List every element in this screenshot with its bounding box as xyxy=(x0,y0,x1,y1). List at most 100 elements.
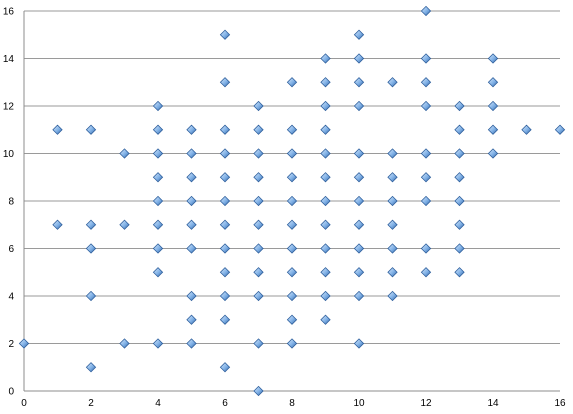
data-point xyxy=(219,77,231,88)
y-tick-label: 6 xyxy=(8,244,14,255)
data-point xyxy=(85,243,97,254)
y-tick-label: 4 xyxy=(8,292,14,303)
data-point xyxy=(320,243,331,254)
x-tick-label: 12 xyxy=(420,398,432,409)
data-point xyxy=(320,124,331,135)
y-tick-label: 16 xyxy=(3,7,15,18)
x-tick-label: 4 xyxy=(155,398,161,409)
x-tick-label: 8 xyxy=(289,398,295,409)
data-point xyxy=(152,124,164,135)
data-point xyxy=(320,314,331,325)
data-point xyxy=(52,124,63,135)
data-point xyxy=(286,219,298,230)
data-point xyxy=(152,100,164,112)
data-point xyxy=(219,362,231,373)
y-tick-label: 10 xyxy=(3,149,15,160)
data-point xyxy=(353,29,365,40)
data-point xyxy=(353,172,365,183)
data-point xyxy=(186,219,197,230)
data-point xyxy=(119,148,130,159)
data-point xyxy=(219,243,231,254)
data-point xyxy=(320,267,331,278)
data-point xyxy=(487,148,499,159)
data-point xyxy=(420,53,432,64)
data-point xyxy=(454,267,465,278)
data-point xyxy=(320,172,331,183)
data-point xyxy=(387,290,398,302)
data-point xyxy=(253,148,264,159)
data-point xyxy=(253,338,264,349)
data-point xyxy=(253,243,264,254)
data-point xyxy=(487,77,499,88)
data-point xyxy=(18,338,30,349)
data-point xyxy=(186,314,197,325)
data-point xyxy=(353,148,365,159)
data-point xyxy=(420,100,432,112)
data-point xyxy=(253,124,264,135)
data-point xyxy=(353,267,365,278)
data-point xyxy=(454,172,465,183)
data-point xyxy=(454,148,465,159)
data-point xyxy=(152,338,164,349)
data-point xyxy=(152,267,164,278)
data-point xyxy=(320,290,331,302)
data-point xyxy=(186,124,197,135)
data-point xyxy=(487,100,499,112)
data-point xyxy=(253,290,264,302)
data-point xyxy=(387,195,398,207)
y-tick-label: 12 xyxy=(3,102,15,113)
data-point xyxy=(286,338,298,349)
data-point xyxy=(420,195,432,207)
x-axis-tick-labels: 0 2 4 6 8 10 12 14 16 xyxy=(21,398,566,409)
data-point xyxy=(353,338,365,349)
data-point xyxy=(420,243,432,254)
data-point xyxy=(387,172,398,183)
data-point xyxy=(152,172,164,183)
data-point xyxy=(420,5,432,17)
data-point xyxy=(454,219,465,230)
data-point xyxy=(454,100,465,112)
data-point xyxy=(320,148,331,159)
data-point xyxy=(219,219,231,230)
y-tick-label: 8 xyxy=(8,197,14,208)
data-point xyxy=(454,243,465,254)
x-tick-label: 14 xyxy=(487,398,499,409)
data-point xyxy=(119,219,130,230)
data-points xyxy=(18,5,566,397)
data-point xyxy=(320,219,331,230)
data-point xyxy=(487,124,499,135)
x-tick-label: 10 xyxy=(353,398,365,409)
data-point xyxy=(286,267,298,278)
data-point xyxy=(253,267,264,278)
y-tick-label: 2 xyxy=(8,339,14,350)
data-point xyxy=(85,219,97,230)
data-point xyxy=(353,77,365,88)
x-tick-label: 6 xyxy=(222,398,228,409)
data-point xyxy=(85,362,97,373)
data-point xyxy=(286,172,298,183)
data-point xyxy=(454,195,465,207)
data-point xyxy=(554,124,566,135)
data-point xyxy=(320,195,331,207)
data-point xyxy=(186,290,197,302)
data-point xyxy=(219,124,231,135)
data-point xyxy=(387,243,398,254)
data-point xyxy=(286,77,298,88)
axes xyxy=(23,11,560,392)
data-point xyxy=(420,148,432,159)
data-point xyxy=(219,195,231,207)
data-point xyxy=(353,53,365,64)
data-point xyxy=(219,314,231,325)
data-point xyxy=(186,172,197,183)
data-point xyxy=(286,195,298,207)
data-point xyxy=(253,100,264,112)
data-point xyxy=(487,53,499,64)
data-point xyxy=(387,267,398,278)
data-point xyxy=(420,77,432,88)
data-point xyxy=(219,290,231,302)
data-point xyxy=(420,172,432,183)
data-point xyxy=(420,267,432,278)
data-point xyxy=(320,53,331,64)
y-tick-label: 14 xyxy=(3,54,15,65)
